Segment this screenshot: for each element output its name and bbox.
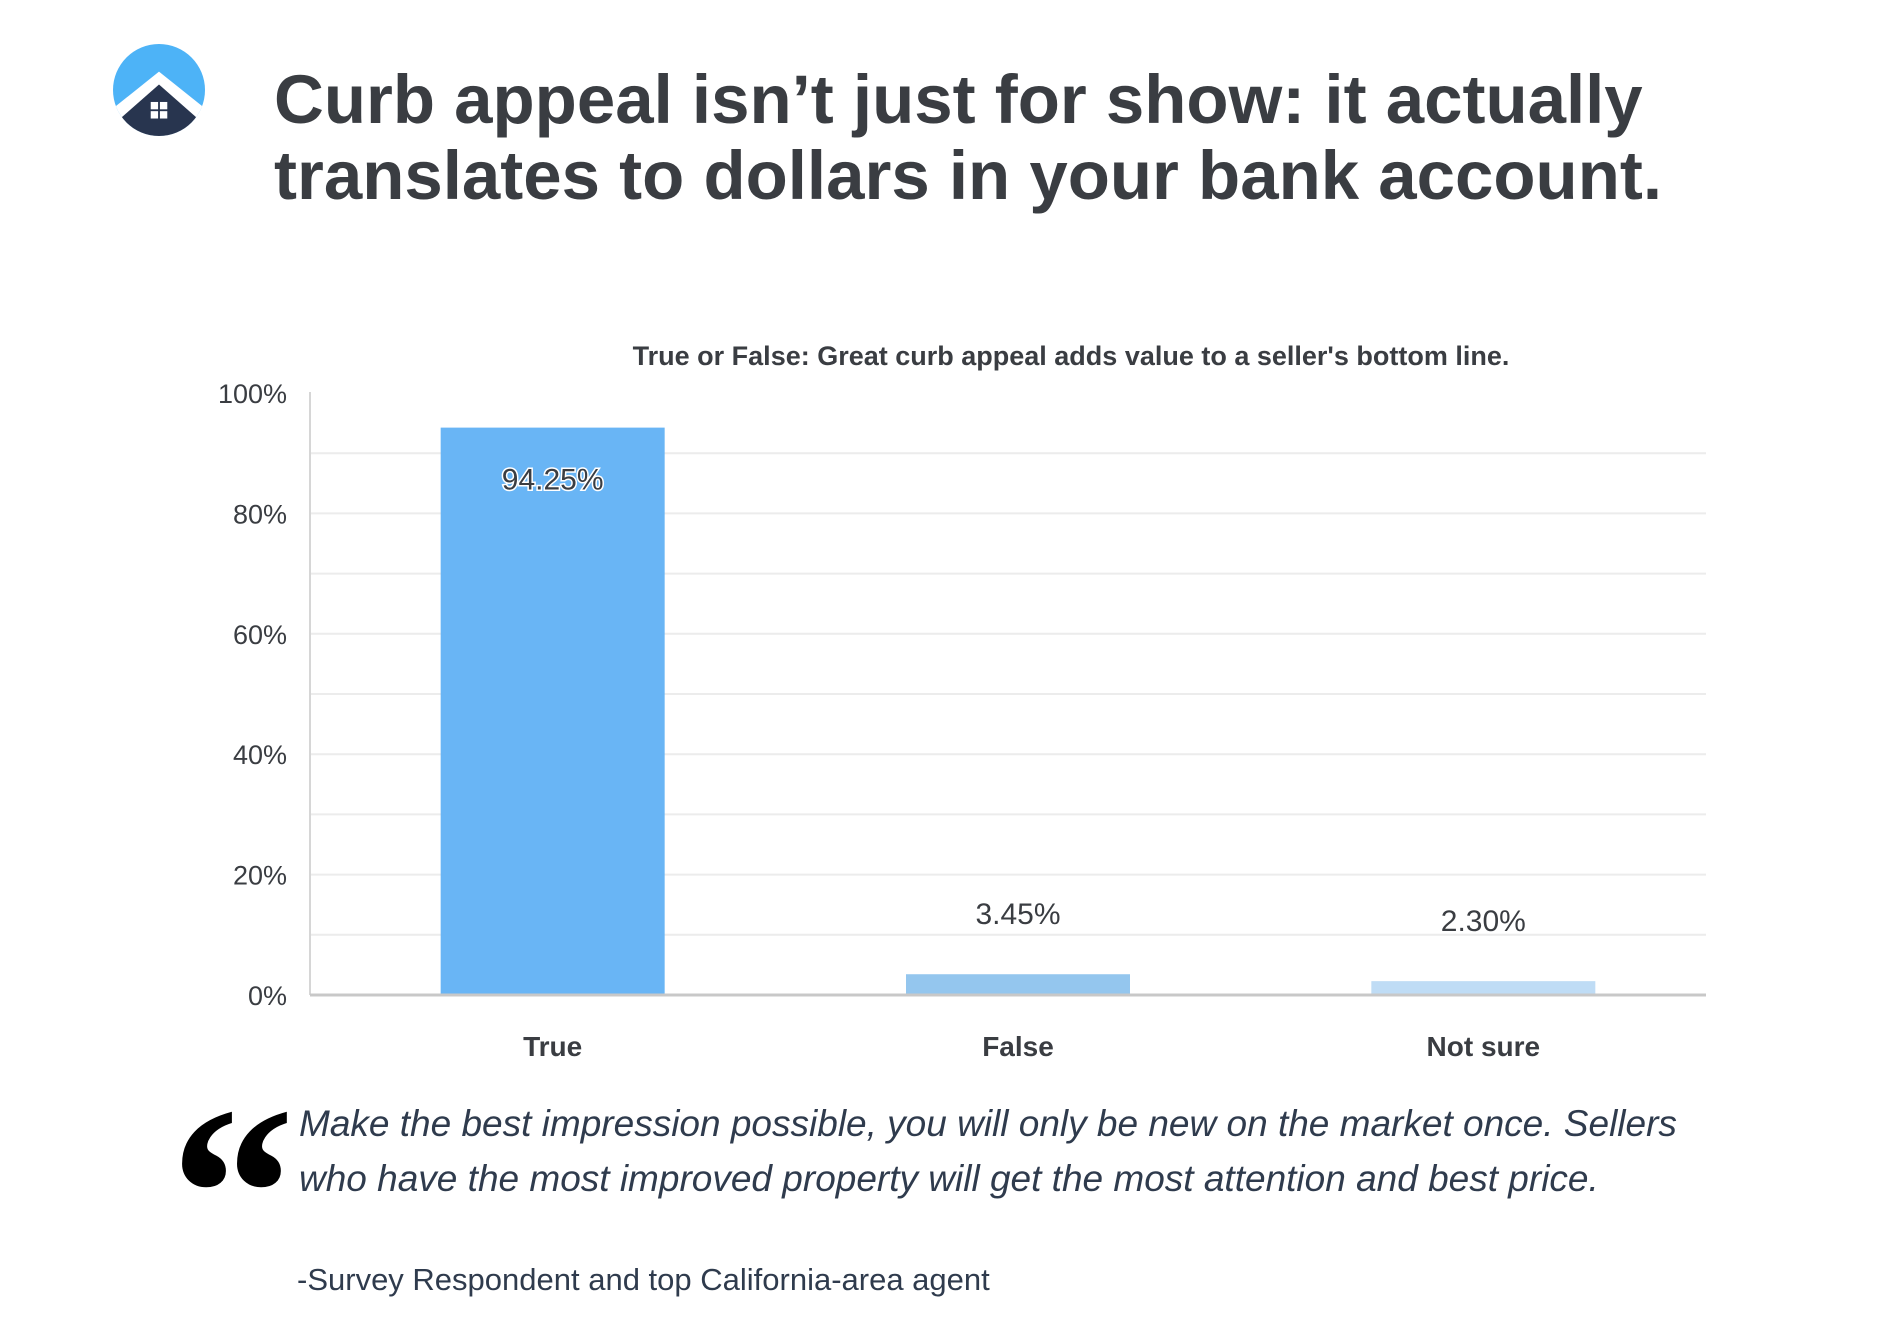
y-tick-label: 80% <box>233 499 287 529</box>
page-title: Curb appeal isn’t just for show: it actu… <box>274 62 1874 214</box>
x-tick-label: True <box>523 1031 582 1062</box>
chart-title: True or False: Great curb appeal adds va… <box>633 341 1510 371</box>
data-label: 94.25% <box>502 464 604 497</box>
quotation-mark-icon: “ <box>170 1056 295 1333</box>
data-label: 3.45% <box>975 898 1060 931</box>
quote-text: Make the best impression possible, you w… <box>299 1103 1677 1199</box>
y-tick-label: 60% <box>233 620 287 650</box>
y-tick-label: 100% <box>218 379 287 409</box>
house-logo-icon <box>113 44 205 136</box>
bar-true <box>440 427 665 995</box>
bar-chart: True or False: Great curb appeal adds va… <box>218 341 1706 1062</box>
y-tick-label: 20% <box>233 861 287 891</box>
y-tick-label: 40% <box>233 740 287 770</box>
title-line: Curb appeal isn’t just for show: it actu… <box>274 61 1643 138</box>
bar-not-sure <box>1371 981 1596 995</box>
title-line: translates to dollars in your bank accou… <box>274 137 1662 214</box>
x-tick-label: False <box>982 1031 1054 1062</box>
data-label: 2.30% <box>1441 905 1526 938</box>
quote-attribution: -Survey Respondent and top California-ar… <box>297 1262 990 1297</box>
bar-false <box>906 974 1130 995</box>
y-tick-label: 0% <box>248 981 287 1011</box>
x-tick-label: Not sure <box>1427 1031 1541 1062</box>
